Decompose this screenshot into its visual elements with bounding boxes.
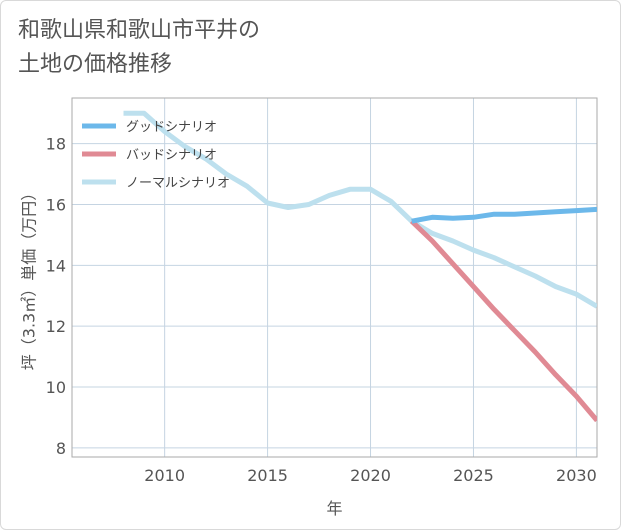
- legend-label: バッドシナリオ: [126, 148, 217, 163]
- y-tick-label: 16: [46, 195, 66, 214]
- x-axis-label: 年: [326, 499, 342, 518]
- x-tick-label: 2010: [144, 466, 185, 485]
- y-tick-label: 10: [46, 378, 66, 397]
- series-line-3: [123, 110, 597, 309]
- series-line-2: [409, 219, 597, 423]
- legend-label: ノーマルシナリオ: [126, 176, 230, 191]
- x-tick-labels: 2010 2015 2020 2025 2030: [144, 466, 596, 485]
- y-tick-label: 18: [46, 135, 66, 154]
- y-tick-label: 12: [46, 317, 66, 336]
- chart-title-line-1: 和歌山県和歌山市平井の: [18, 18, 261, 43]
- chart-title-line-2: 土地の価格推移: [18, 52, 173, 77]
- y-tick-labels: 8 10 12 14 16 18: [46, 135, 66, 458]
- x-tick-label: 2020: [350, 466, 391, 485]
- x-tick-label: 2025: [453, 466, 494, 485]
- y-tick-label: 14: [46, 256, 66, 275]
- y-axis-label: 坪（3.3㎡）単価（万円）: [20, 185, 39, 370]
- y-tick-label: 8: [56, 439, 66, 458]
- legend-label: グッドシナリオ: [126, 120, 217, 135]
- plot-area: [71, 97, 598, 458]
- x-tick-label: 2015: [247, 466, 288, 485]
- chart-title: 和歌山県和歌山市平井の 土地の価格推移: [18, 14, 260, 82]
- series-lines: [123, 110, 597, 423]
- series-line-1: [411, 206, 597, 224]
- x-tick-label: 2030: [556, 466, 597, 485]
